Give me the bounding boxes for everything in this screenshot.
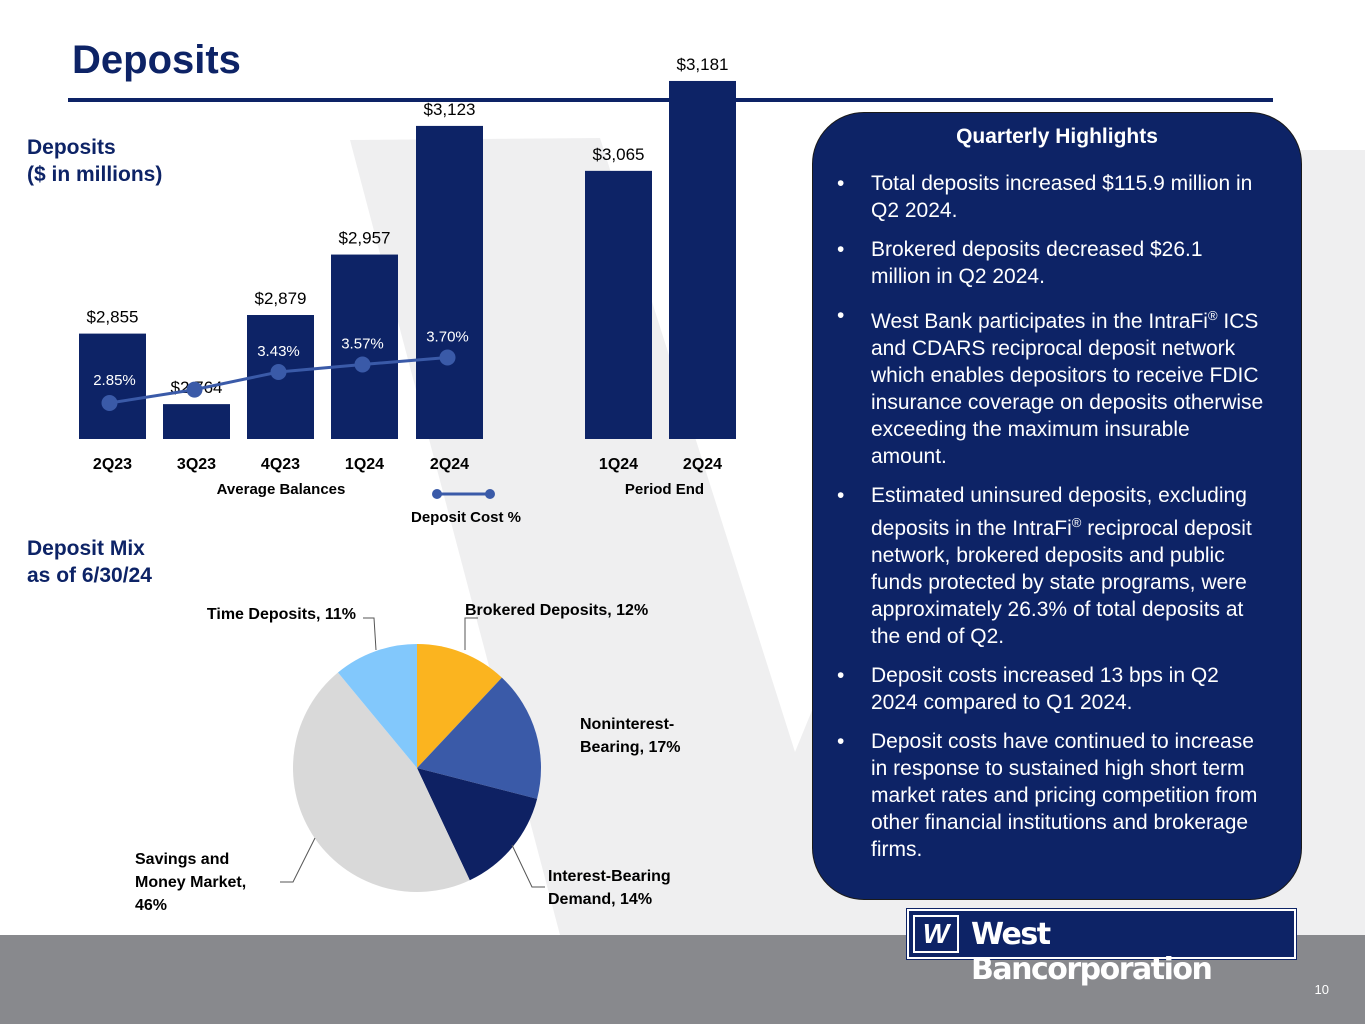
- bullet-icon: •: [837, 664, 845, 687]
- highlight-text: Deposit costs increased 13 bps in Q2 202…: [871, 664, 1219, 714]
- deposits-bar-chart: $2,8552Q23$2,7643Q23$2,8794Q23$2,9571Q24…: [79, 55, 736, 526]
- logo-text: West Bancorporation: [971, 917, 1213, 987]
- registered-mark: ®: [1071, 515, 1082, 530]
- bar-2q24-average: [416, 125, 483, 439]
- logo-mark: W: [913, 915, 959, 953]
- bar-value-label: $3,065: [593, 145, 645, 164]
- bullet-icon: •: [837, 172, 845, 195]
- bullet-icon: •: [837, 730, 845, 753]
- legend-label: Deposit Cost %: [411, 509, 521, 526]
- bar-3q23-average: [163, 404, 230, 439]
- bar-1q24-period-end: [585, 170, 652, 440]
- bar-value-label: $2,855: [87, 308, 139, 327]
- legend-point: [432, 489, 442, 499]
- bar-2q23-average: [79, 333, 146, 439]
- deposits-title-line2: ($ in millions): [27, 163, 163, 186]
- deposit-cost-point: [439, 349, 456, 366]
- highlight-text: Brokered deposits decreased $26.1 millio…: [871, 238, 1203, 288]
- deposit-mix-title-line2: as of 6/30/24: [27, 564, 152, 587]
- bullet-icon: •: [837, 238, 845, 261]
- group-label: Period End: [625, 481, 704, 498]
- highlights-list: • Total deposits increased $115.9 million…: [837, 170, 1267, 875]
- highlight-text: Estimated uninsured deposits, excluding …: [871, 484, 1247, 540]
- category-label: 2Q24: [683, 456, 722, 473]
- registered-mark: ®: [1207, 308, 1218, 323]
- deposits-section-title: Deposits ($ in millions): [27, 134, 162, 188]
- deposit-cost-label: 3.43%: [257, 343, 300, 360]
- bar-value-label: $2,879: [255, 289, 307, 308]
- highlights-title: Quarterly Highlights: [956, 125, 1158, 148]
- bar-2q24-period-end: [669, 80, 736, 439]
- highlight-item: • Deposit costs have continued to increas…: [837, 728, 1267, 863]
- category-label: 2Q24: [430, 456, 469, 473]
- bar-value-label: $3,181: [677, 55, 729, 74]
- deposit-mix-title-line1: Deposit Mix: [27, 537, 145, 560]
- deposits-title-line1: Deposits: [27, 136, 116, 159]
- category-label: 1Q24: [345, 456, 384, 473]
- quarterly-highlights-panel: Quarterly Highlights • Total deposits inc…: [812, 112, 1302, 900]
- highlight-text: West Bank participates in the IntraFi: [871, 310, 1208, 333]
- bullet-icon: •: [837, 304, 845, 327]
- deposit-mix-section-title: Deposit Mix as of 6/30/24: [27, 535, 152, 589]
- bar-value-label: $3,123: [424, 100, 476, 119]
- group-label: Average Balances: [217, 481, 346, 498]
- west-bancorporation-logo: W West Bancorporation: [906, 908, 1297, 987]
- highlight-item: • West Bank participates in the IntraFi® …: [837, 302, 1267, 470]
- highlight-item: • Estimated uninsured deposits, excluding…: [837, 482, 1267, 650]
- highlight-text: Total deposits increased $115.9 million …: [871, 172, 1253, 222]
- highlight-item: • Total deposits increased $115.9 million…: [837, 170, 1267, 224]
- bar-1q24-average: [331, 254, 398, 439]
- bullet-icon: •: [837, 484, 845, 507]
- category-label: 1Q24: [599, 456, 638, 473]
- deposit-cost-point: [270, 363, 287, 380]
- deposit-cost-label: 3.57%: [341, 335, 384, 352]
- highlight-text-rest: ICS and CDARS reciprocal deposit network…: [871, 310, 1264, 468]
- highlight-text: Deposit costs have continued to increase…: [871, 730, 1258, 861]
- deposit-cost-point: [354, 356, 371, 373]
- category-label: 3Q23: [177, 456, 216, 473]
- legend-point: [485, 489, 495, 499]
- deposit-cost-label: 3.10%: [173, 361, 216, 378]
- category-label: 4Q23: [261, 456, 300, 473]
- highlight-text-rest: reciprocal deposit network, brokered dep…: [871, 517, 1252, 648]
- deposit-cost-point: [101, 395, 118, 411]
- highlight-item: • Brokered deposits decreased $26.1 milli…: [837, 236, 1267, 290]
- page-number: 10: [1314, 982, 1329, 997]
- category-label: 2Q23: [93, 456, 132, 473]
- highlight-item: • Deposit costs increased 13 bps in Q2 20…: [837, 662, 1267, 716]
- deposit-cost-point: [186, 381, 203, 398]
- bar-value-label: $2,957: [339, 229, 391, 248]
- deposit-cost-label: 2.85%: [93, 372, 136, 389]
- page-title: Deposits: [72, 38, 241, 82]
- deposit-cost-label: 3.70%: [426, 329, 469, 346]
